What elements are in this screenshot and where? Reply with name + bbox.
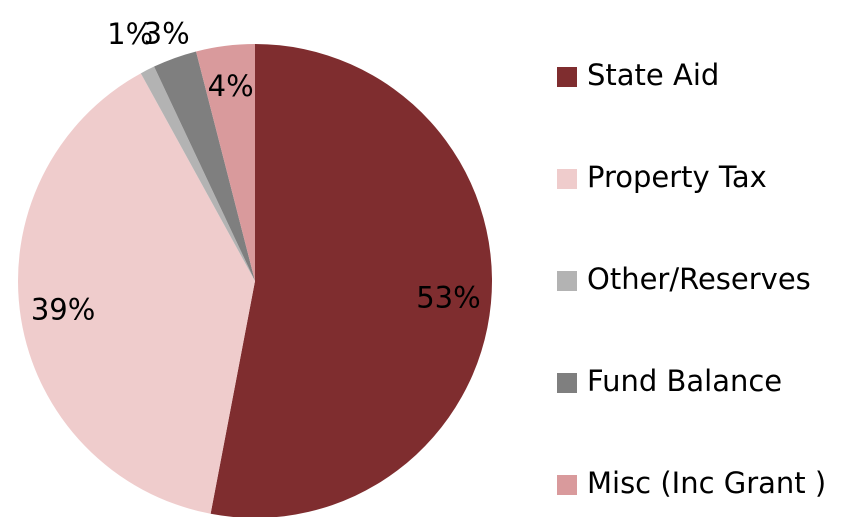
data-label: 1% bbox=[107, 17, 153, 51]
data-label: 53% bbox=[416, 280, 480, 314]
pie-slice bbox=[140, 66, 255, 281]
legend-label: Property Tax bbox=[587, 160, 767, 194]
legend-swatch bbox=[557, 271, 577, 291]
data-label: 39% bbox=[31, 292, 95, 326]
legend-label: Other/Reserves bbox=[587, 262, 811, 296]
pie-slice bbox=[154, 51, 255, 282]
legend-swatch bbox=[557, 67, 577, 87]
legend-swatch bbox=[557, 373, 577, 393]
legend-label: State Aid bbox=[587, 58, 719, 92]
pie-slice bbox=[196, 44, 255, 281]
legend-swatch bbox=[557, 475, 577, 495]
legend-swatch bbox=[557, 169, 577, 189]
pie-slice bbox=[210, 44, 492, 517]
data-label: 3% bbox=[144, 17, 190, 51]
legend-label: Misc (Inc Grant ) bbox=[587, 466, 826, 500]
legend-label: Fund Balance bbox=[587, 364, 782, 398]
data-label: 4% bbox=[208, 69, 254, 103]
pie-slice bbox=[18, 73, 256, 514]
